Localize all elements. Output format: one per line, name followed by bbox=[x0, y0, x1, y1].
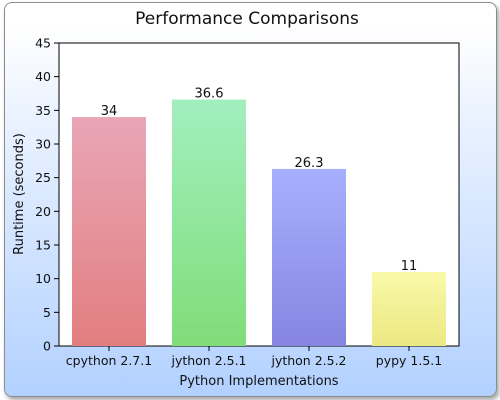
bar-value-label: 26.3 bbox=[295, 156, 324, 171]
y-tick-label: 45 bbox=[35, 36, 51, 51]
x-tick-label: pypy 1.5.1 bbox=[376, 353, 442, 368]
y-tick-label: 20 bbox=[35, 204, 51, 219]
x-axis: cpython 2.7.1 jython 2.5.1 jython 2.5.2 pyp… bbox=[66, 346, 442, 368]
chart-frame: Performance Comparisons 34 36.6 26.3 11 0 5 1… bbox=[4, 2, 497, 397]
y-tick-label: 35 bbox=[35, 103, 51, 118]
y-axis: 0 5 10 15 20 25 30 35 40 45 bbox=[35, 36, 59, 354]
bar-3 bbox=[372, 271, 446, 346]
x-tick-label: jython 2.5.1 bbox=[170, 353, 246, 368]
bar-chart: Performance Comparisons 34 36.6 26.3 11 0 5 1… bbox=[12, 9, 460, 389]
y-tick-label: 15 bbox=[35, 238, 51, 253]
x-tick-label: jython 2.5.2 bbox=[270, 353, 346, 368]
bar-1 bbox=[172, 99, 246, 346]
y-tick-label: 30 bbox=[35, 137, 51, 152]
y-tick-label: 0 bbox=[43, 339, 51, 354]
bar-value-label: 34 bbox=[101, 104, 118, 119]
x-tick-label: cpython 2.7.1 bbox=[66, 353, 152, 368]
y-tick-label: 40 bbox=[35, 69, 51, 84]
bar-0 bbox=[72, 117, 146, 346]
bar-value-label: 11 bbox=[401, 259, 418, 274]
bar-2 bbox=[272, 168, 346, 346]
y-axis-title: Runtime (seconds) bbox=[12, 133, 27, 255]
bar-value-label: 36.6 bbox=[195, 87, 224, 102]
y-tick-label: 5 bbox=[43, 305, 51, 320]
y-tick-label: 10 bbox=[35, 271, 51, 286]
bars-layer: 34 36.6 26.3 11 bbox=[72, 87, 446, 346]
chart-title: Performance Comparisons bbox=[135, 9, 359, 29]
y-tick-label: 25 bbox=[35, 170, 51, 185]
x-axis-title: Python Implementations bbox=[179, 374, 338, 389]
